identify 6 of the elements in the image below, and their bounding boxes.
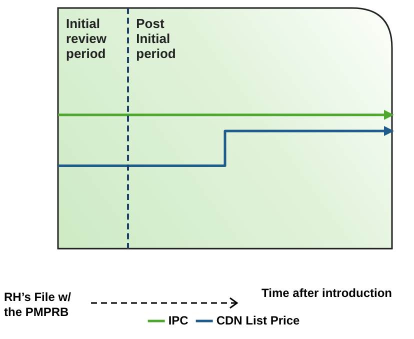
text: Initial review period: [66, 16, 108, 61]
legend-label: CDN List Price: [216, 313, 300, 328]
legend-label: IPC: [168, 313, 189, 328]
x-axis-title: Time after introduction: [262, 286, 392, 300]
text: Post Initial period: [136, 16, 177, 61]
text: RH’s File w/ the PMPRB: [4, 290, 72, 320]
